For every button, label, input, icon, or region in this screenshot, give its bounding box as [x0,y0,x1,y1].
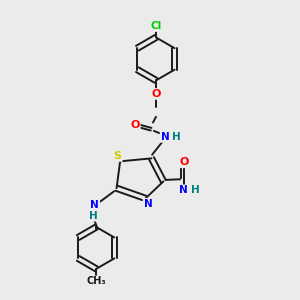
Text: O: O [179,157,188,167]
Text: N: N [160,132,169,142]
Text: O: O [151,89,161,99]
Text: N: N [143,199,152,209]
Text: H: H [172,132,181,142]
Text: S: S [114,151,122,161]
Text: N: N [179,185,188,195]
Text: CH₃: CH₃ [86,276,106,286]
Text: N: N [90,200,99,210]
Text: O: O [130,120,140,130]
Text: H: H [89,211,98,221]
Text: H: H [191,185,200,195]
Text: Cl: Cl [150,21,162,31]
